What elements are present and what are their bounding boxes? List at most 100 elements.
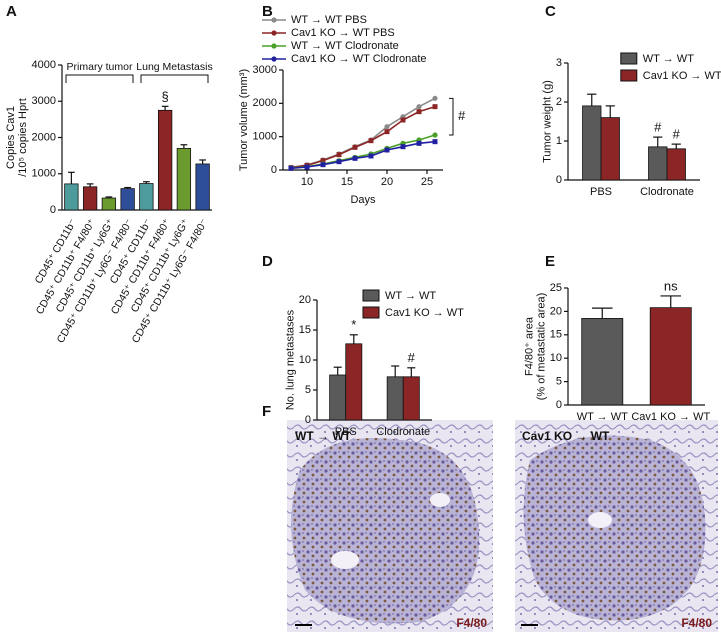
y-axis-label: Tumor weight (g) — [542, 80, 554, 163]
y-axis-label: Copies Cav1 — [5, 106, 17, 169]
legend-swatch — [620, 52, 638, 65]
y-axis-label: F4/80⁺ area — [524, 316, 536, 376]
y-tick-label: 2000 — [253, 97, 277, 109]
y-tick-label: 0 — [305, 414, 311, 426]
x-tick-label: 15 — [341, 176, 353, 188]
annotation: # — [673, 127, 681, 142]
point — [416, 109, 422, 115]
point — [432, 139, 438, 145]
legend-label: WT → WT PBS — [291, 14, 367, 26]
legend-label: WT → WT — [643, 53, 694, 65]
micrograph-label: Cav1 KO → WT — [522, 429, 610, 443]
y-tick-label: 0 — [556, 174, 562, 186]
bar — [195, 163, 210, 211]
bar — [176, 147, 192, 211]
legend-marker — [271, 30, 277, 36]
panel-letter: B — [262, 3, 273, 20]
bar — [666, 148, 686, 181]
bar — [582, 105, 602, 181]
point — [336, 152, 342, 158]
point — [320, 162, 326, 168]
legend-marker — [271, 56, 277, 62]
point — [432, 104, 438, 110]
bar — [139, 183, 154, 211]
annotation: # — [408, 350, 416, 365]
legend-label: Cav1 KO → WT PBS — [291, 27, 395, 39]
point — [400, 117, 406, 123]
annotation: § — [162, 89, 169, 104]
point — [416, 140, 422, 146]
x-tick-label: Clodronate — [640, 186, 694, 198]
point — [352, 155, 358, 161]
bracket — [449, 97, 454, 136]
legend-marker — [271, 17, 277, 23]
bar — [101, 197, 117, 211]
bar — [345, 343, 363, 421]
x-tick-label: 25 — [421, 176, 433, 188]
stain-label: F4/80 — [456, 616, 487, 630]
y-axis-label: /10⁵ copies Hprt — [17, 98, 29, 177]
annotation: ns — [664, 278, 678, 293]
y-tick-label: 15 — [299, 324, 311, 336]
legend-swatch — [362, 306, 380, 319]
group-bracket — [65, 74, 134, 83]
y-tick-label: 15 — [550, 329, 562, 341]
x-tick-label: WT → WT — [577, 411, 628, 423]
y-tick-label: 25 — [550, 282, 562, 294]
point — [288, 165, 294, 171]
bar — [600, 117, 620, 181]
annotation: # — [458, 108, 466, 123]
group-bracket — [140, 74, 209, 83]
annotation: * — [351, 317, 356, 332]
y-tick-label: 20 — [550, 305, 562, 317]
bar — [82, 186, 98, 211]
y-tick-label: 5 — [556, 376, 562, 388]
y-tick-label: 4000 — [32, 59, 56, 71]
y-tick-label: 10 — [550, 352, 562, 364]
bar — [157, 109, 173, 211]
micrograph-label: WT → WT — [295, 429, 352, 443]
y-tick-label: 2 — [556, 96, 562, 108]
panel-letter: E — [545, 253, 555, 270]
y-tick-label: 1000 — [253, 131, 277, 143]
point — [336, 159, 342, 165]
group-label: Lung Metastasis — [136, 61, 212, 73]
bar — [329, 374, 347, 421]
bar — [402, 376, 420, 421]
bar — [120, 188, 135, 211]
point — [400, 144, 406, 150]
micrograph-right — [515, 420, 718, 632]
legend-label: Cav1 KO → WT — [385, 307, 464, 319]
legend-swatch — [620, 69, 638, 82]
y-axis-label: (% of metastatic area) — [536, 293, 548, 401]
bar — [581, 318, 624, 406]
y-tick-label: 20 — [299, 294, 311, 306]
bar — [648, 146, 668, 181]
y-axis-label: Tumor volume (mm³) — [238, 69, 250, 171]
point — [304, 164, 310, 170]
panel-letter: A — [6, 3, 17, 20]
x-tick-label: 20 — [381, 176, 393, 188]
stain-label: F4/80 — [681, 616, 712, 630]
y-tick-label: 1000 — [32, 168, 56, 180]
point — [320, 158, 326, 164]
point — [432, 132, 438, 138]
x-tick-label: Clodronate — [376, 426, 430, 438]
bar — [649, 307, 692, 406]
point — [368, 153, 374, 159]
y-tick-label: 0 — [556, 399, 562, 411]
annotation: # — [654, 120, 662, 135]
y-tick-label: 3000 — [253, 64, 277, 76]
micrograph-left — [287, 420, 493, 632]
point — [384, 129, 390, 135]
y-tick-label: 3 — [556, 57, 562, 69]
y-tick-label: 3000 — [32, 95, 56, 107]
x-tick-label: 10 — [301, 176, 313, 188]
group-label: Primary tumor — [67, 61, 133, 73]
legend-swatch — [362, 289, 380, 302]
bar — [386, 376, 404, 421]
point — [432, 95, 438, 101]
y-tick-label: 10 — [299, 354, 311, 366]
legend-label: Cav1 KO → WT Clodronate — [291, 53, 427, 65]
